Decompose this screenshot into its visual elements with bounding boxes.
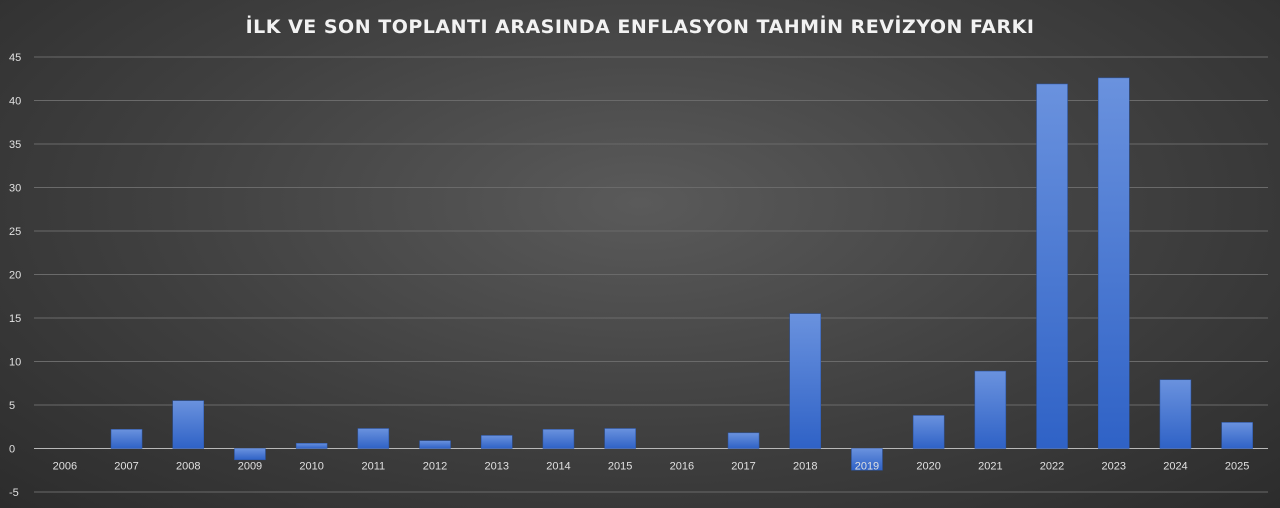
y-tick-label: 35	[9, 139, 21, 151]
y-tick-label: 15	[9, 313, 21, 325]
x-tick-label: 2024	[1163, 461, 1187, 473]
y-tick-label: 10	[9, 357, 21, 369]
bar-2025	[1221, 422, 1253, 449]
x-tick-label: 2011	[362, 461, 386, 473]
x-tick-label: 2022	[1040, 461, 1064, 473]
x-tick-label: 2006	[53, 461, 77, 473]
y-tick-label: 20	[9, 270, 21, 282]
bar-2022	[1036, 83, 1068, 449]
x-tick-label: 2014	[546, 461, 570, 473]
x-tick-label: 2007	[114, 461, 138, 473]
bar-2013	[481, 435, 513, 449]
bar-2018	[789, 313, 821, 449]
x-tick-label: 2018	[793, 461, 817, 473]
x-tick-label: 2021	[978, 461, 1002, 473]
y-tick-label: 45	[9, 52, 21, 64]
y-tick-label: -5	[9, 487, 19, 499]
bar-2010	[295, 443, 328, 449]
x-tick-label: 2012	[423, 461, 447, 473]
x-tick-label: 2019	[855, 461, 879, 473]
y-tick-label: 5	[9, 400, 15, 412]
bar-2015	[604, 428, 636, 449]
bar-2017	[727, 432, 760, 449]
y-tick-label: 25	[9, 226, 21, 238]
bar-2012	[419, 440, 451, 449]
x-tick-label: 2009	[238, 461, 262, 473]
x-tick-label: 2017	[731, 461, 755, 473]
bar-2021	[974, 370, 1007, 449]
x-tick-label: 2023	[1102, 461, 1126, 473]
x-tick-label: 2020	[916, 461, 940, 473]
bar-2008	[172, 400, 204, 449]
y-tick-label: 30	[9, 183, 21, 195]
x-tick-label: 2010	[299, 461, 323, 473]
y-tick-label: 0	[9, 444, 15, 456]
bar-2009	[234, 448, 266, 461]
bar-2020	[912, 415, 945, 449]
chart-title: İLK VE SON TOPLANTI ARASINDA ENFLASYON T…	[246, 14, 1035, 38]
bar-2023	[1098, 77, 1130, 449]
x-tick-label: 2025	[1225, 461, 1249, 473]
x-tick-label: 2015	[608, 461, 632, 473]
bar-2007	[110, 429, 143, 449]
bar-2014	[542, 429, 575, 449]
bar-2011	[357, 428, 390, 449]
x-tick-label: 2016	[670, 461, 694, 473]
y-tick-label: 40	[9, 96, 21, 108]
bar-2019	[851, 448, 883, 471]
x-tick-label: 2013	[485, 461, 509, 473]
bar-2024	[1159, 379, 1192, 449]
x-tick-label: 2008	[176, 461, 200, 473]
